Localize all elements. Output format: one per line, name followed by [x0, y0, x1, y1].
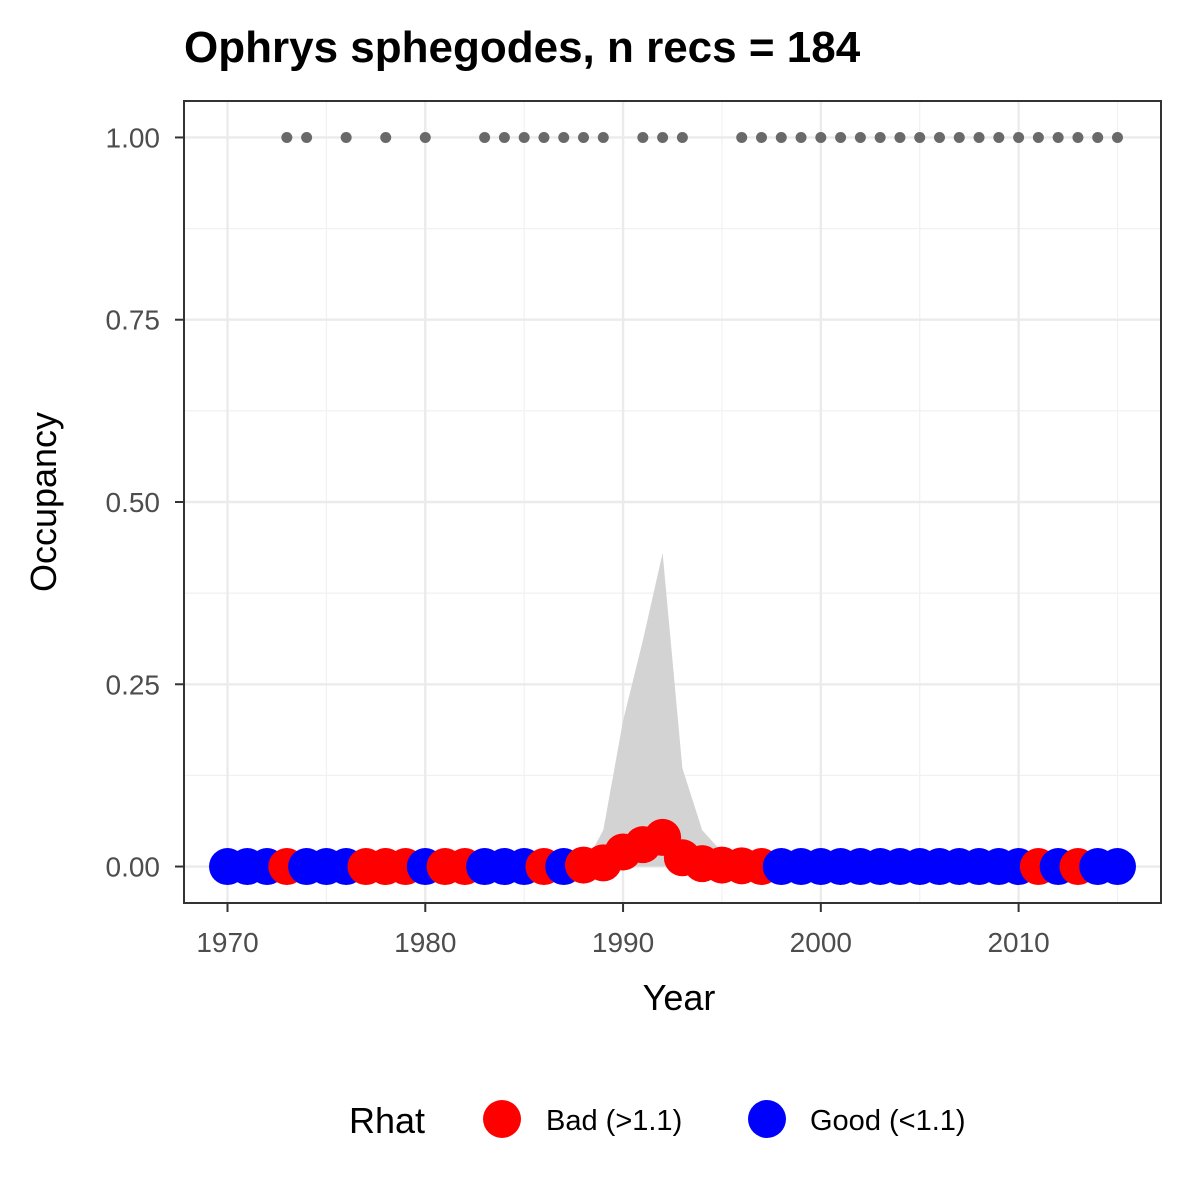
x-axis: 1970 1980 1990 2000 2010 [196, 903, 1050, 958]
record-point [993, 131, 1005, 143]
record-point [340, 131, 352, 143]
record-points [281, 131, 1123, 143]
record-point [1032, 131, 1044, 143]
record-point [755, 131, 767, 143]
legend-key-good [748, 1100, 786, 1138]
record-point [498, 131, 510, 143]
record-point [835, 131, 847, 143]
record-point [419, 131, 431, 143]
y-tick-label: 0.25 [106, 669, 161, 700]
occupancy-points [209, 818, 1136, 886]
x-tick-label: 2000 [790, 927, 852, 958]
credible-interval-ribbon [583, 553, 782, 867]
record-point [1092, 131, 1104, 143]
x-axis-title: Year [643, 977, 716, 1018]
record-point [854, 131, 866, 143]
record-point [973, 131, 985, 143]
record-point [281, 131, 293, 143]
record-point [815, 131, 827, 143]
record-point [874, 131, 886, 143]
y-tick-label: 1.00 [106, 122, 161, 153]
record-point [657, 131, 669, 143]
y-tick-label: 0.50 [106, 487, 161, 518]
x-tick-label: 2010 [987, 927, 1049, 958]
record-point [775, 131, 787, 143]
legend-label-bad: Bad (>1.1) [546, 1105, 682, 1137]
legend-label-good: Good (<1.1) [810, 1105, 966, 1137]
record-point [518, 131, 530, 143]
record-point [1111, 131, 1123, 143]
plot-panel [183, 100, 1162, 904]
occupancy-point [1098, 848, 1136, 886]
record-point [380, 131, 392, 143]
y-axis-title: Occupancy [23, 412, 64, 592]
record-point [676, 131, 688, 143]
record-point [933, 131, 945, 143]
legend-key-bad [483, 1100, 521, 1138]
record-point [597, 131, 609, 143]
record-point [795, 131, 807, 143]
x-tick-label: 1970 [196, 927, 258, 958]
record-point [1052, 131, 1064, 143]
record-point [301, 131, 313, 143]
record-point [894, 131, 906, 143]
record-point [578, 131, 590, 143]
record-point [736, 131, 748, 143]
y-tick-label: 0.75 [106, 305, 161, 336]
y-tick-label: 0.00 [106, 852, 161, 883]
record-point [1072, 131, 1084, 143]
record-point [538, 131, 550, 143]
legend-title: Rhat [349, 1100, 425, 1141]
x-tick-label: 1990 [592, 927, 654, 958]
record-point [479, 131, 491, 143]
record-point [558, 131, 570, 143]
record-point [914, 131, 926, 143]
record-point [1013, 131, 1025, 143]
chart-title: Ophrys sphegodes, n recs = 184 [184, 23, 861, 72]
y-axis: 0.00 0.25 0.50 0.75 1.00 [106, 122, 184, 883]
x-tick-label: 1980 [394, 927, 456, 958]
legend: Rhat Bad (>1.1) Good (<1.1) [349, 1100, 966, 1141]
record-point [953, 131, 965, 143]
record-point [637, 131, 649, 143]
